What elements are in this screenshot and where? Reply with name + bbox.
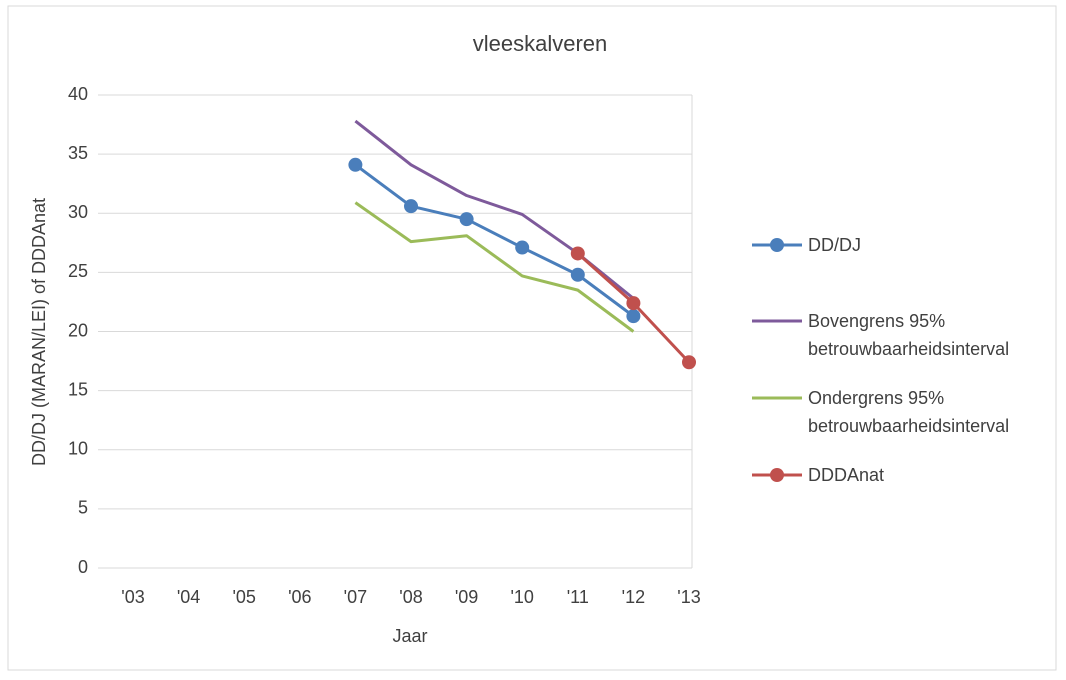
x-tick-label: '07 <box>344 587 367 607</box>
chart-title: vleeskalveren <box>473 31 608 56</box>
legend-entry: Bovengrens 95% betrouwbaarheidsinterval <box>752 307 1052 363</box>
y-tick-label: 25 <box>68 261 88 281</box>
point <box>626 309 641 324</box>
point <box>570 267 585 282</box>
legend-entry: DD/DJ <box>752 231 1052 259</box>
x-tick-label: '12 <box>622 587 645 607</box>
x-tick-label: '03 <box>121 587 144 607</box>
x-axis-label: Jaar <box>392 626 427 646</box>
legend-entry: Ondergrens 95% betrouwbaarheidsinterval <box>752 384 1052 440</box>
legend-swatch <box>752 319 802 323</box>
point <box>515 240 530 255</box>
legend-swatch <box>752 396 802 400</box>
y-tick-label: 20 <box>68 320 88 340</box>
y-tick-label: 15 <box>68 379 88 399</box>
y-tick-label: 40 <box>68 84 88 104</box>
point <box>404 199 418 214</box>
series-line <box>354 201 635 333</box>
y-tick-label: 35 <box>68 143 88 163</box>
x-tick-label: '05 <box>232 587 255 607</box>
series-line <box>354 119 635 300</box>
point <box>348 157 363 172</box>
y-tick-label: 30 <box>68 202 88 222</box>
y-axis-label: DD/DJ (MARAN/LEI) of DDDAnat <box>29 198 49 466</box>
legend-swatch <box>752 238 802 252</box>
point <box>626 296 641 311</box>
legend-marker <box>770 238 784 252</box>
x-tick-label: '08 <box>399 587 422 607</box>
y-tick-label: 5 <box>78 498 88 518</box>
legend-label: DDDAnat <box>808 465 885 485</box>
x-tick-label: '09 <box>455 587 478 607</box>
legend-label: DD/DJ <box>808 235 861 255</box>
legend-entry: DDDAnat <box>752 461 1052 489</box>
y-tick-label: 10 <box>68 439 88 459</box>
legend-swatch <box>752 468 802 482</box>
legend-label: Bovengrens 95% betrouwbaarheidsinterval <box>808 311 1010 359</box>
legend-marker <box>770 468 784 482</box>
x-tick-label: '06 <box>288 587 311 607</box>
series-line <box>354 163 635 318</box>
chart-border <box>7 5 1057 671</box>
point <box>682 355 696 370</box>
x-tick-label: '11 <box>567 587 589 607</box>
point <box>459 212 474 227</box>
point <box>570 246 585 261</box>
y-tick-label: 0 <box>78 557 88 577</box>
legend-label: Ondergrens 95% betrouwbaarheidsinterval <box>808 388 1010 436</box>
x-tick-label: '04 <box>177 587 200 607</box>
x-tick-label: '10 <box>510 587 533 607</box>
x-tick-label: '13 <box>677 587 700 607</box>
